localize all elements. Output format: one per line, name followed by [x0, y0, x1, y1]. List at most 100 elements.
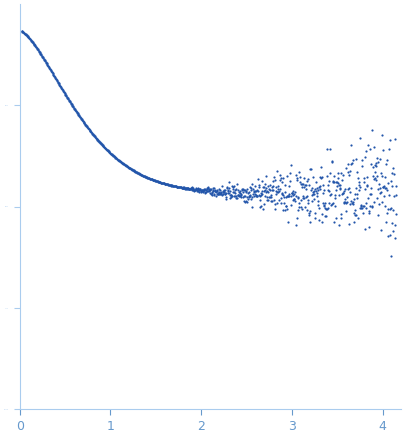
Point — [196, 185, 202, 192]
Point — [200, 188, 206, 195]
Point — [87, 128, 94, 135]
Point — [270, 178, 276, 185]
Point — [40, 55, 47, 62]
Point — [85, 125, 92, 132]
Point — [349, 159, 356, 166]
Point — [275, 185, 282, 192]
Point — [110, 152, 116, 159]
Point — [233, 194, 239, 201]
Point — [75, 111, 81, 118]
Point — [347, 160, 354, 167]
Point — [129, 166, 135, 173]
Point — [367, 191, 373, 198]
Point — [163, 180, 169, 187]
Point — [67, 99, 74, 106]
Point — [64, 94, 70, 101]
Point — [327, 191, 333, 198]
Point — [368, 160, 375, 167]
Point — [161, 180, 168, 187]
Point — [49, 70, 56, 77]
Point — [219, 191, 225, 198]
Point — [187, 186, 193, 193]
Point — [47, 65, 53, 72]
Point — [20, 28, 26, 35]
Point — [209, 186, 216, 193]
Point — [154, 178, 161, 185]
Point — [149, 176, 155, 183]
Point — [375, 211, 382, 218]
Point — [135, 170, 141, 177]
Point — [296, 168, 303, 175]
Point — [322, 200, 328, 207]
Point — [156, 178, 163, 185]
Point — [243, 198, 249, 205]
Point — [198, 188, 204, 195]
Point — [164, 180, 170, 187]
Point — [318, 174, 325, 181]
Point — [191, 188, 198, 195]
Point — [300, 180, 307, 187]
Point — [213, 188, 220, 195]
Point — [227, 194, 233, 201]
Point — [385, 205, 391, 212]
Point — [306, 211, 312, 218]
Point — [266, 193, 272, 200]
Point — [127, 165, 134, 172]
Point — [255, 187, 261, 194]
Point — [315, 201, 321, 208]
Point — [358, 202, 364, 209]
Point — [85, 124, 91, 131]
Point — [190, 187, 197, 194]
Point — [303, 185, 309, 192]
Point — [301, 184, 307, 191]
Point — [111, 153, 118, 160]
Point — [133, 168, 140, 175]
Point — [278, 199, 285, 206]
Point — [165, 181, 171, 188]
Point — [223, 193, 230, 200]
Point — [92, 134, 99, 141]
Point — [369, 203, 375, 210]
Point — [254, 187, 260, 194]
Point — [62, 90, 68, 97]
Point — [258, 192, 264, 199]
Point — [220, 188, 226, 195]
Point — [322, 213, 328, 220]
Point — [53, 77, 60, 84]
Point — [290, 187, 296, 194]
Point — [335, 174, 341, 181]
Point — [354, 191, 361, 198]
Point — [363, 205, 369, 212]
Point — [388, 204, 394, 211]
Point — [71, 105, 77, 112]
Point — [36, 49, 43, 56]
Point — [305, 199, 311, 206]
Point — [104, 147, 111, 154]
Point — [138, 171, 144, 178]
Point — [186, 185, 193, 192]
Point — [320, 189, 326, 196]
Point — [101, 143, 107, 150]
Point — [171, 183, 177, 190]
Point — [315, 205, 322, 212]
Point — [299, 180, 305, 187]
Point — [32, 42, 38, 49]
Point — [68, 101, 75, 108]
Point — [367, 146, 373, 153]
Point — [205, 184, 211, 191]
Point — [97, 139, 103, 146]
Point — [333, 214, 340, 221]
Point — [125, 163, 131, 170]
Point — [378, 173, 385, 180]
Point — [43, 59, 49, 66]
Point — [261, 184, 267, 191]
Point — [389, 169, 395, 176]
Point — [98, 140, 104, 147]
Point — [304, 177, 310, 184]
Point — [297, 181, 304, 188]
Point — [160, 180, 166, 187]
Point — [335, 181, 342, 188]
Point — [247, 193, 254, 200]
Point — [145, 174, 151, 181]
Point — [264, 187, 270, 194]
